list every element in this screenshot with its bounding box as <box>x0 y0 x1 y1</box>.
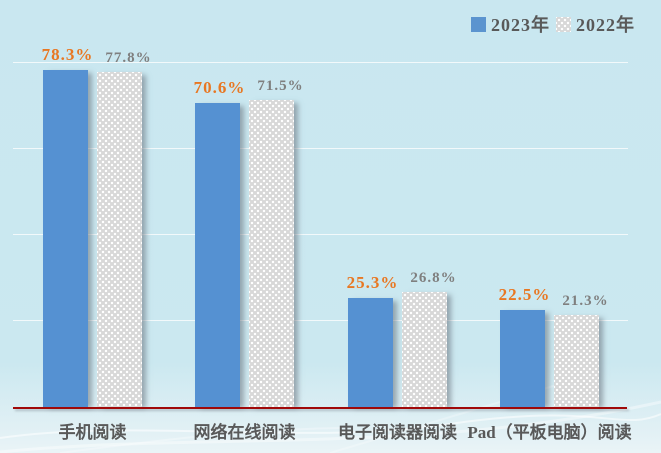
bar-2022年-网络在线阅读 <box>249 100 294 407</box>
bar-2023年-电子阅读器阅读 <box>348 298 393 407</box>
bar-2022年-Pad（平板电脑）阅读 <box>554 315 599 407</box>
gridline-80 <box>13 62 628 63</box>
value-label-2023年-网络在线阅读: 70.6% <box>193 78 246 97</box>
gridline-60 <box>13 148 628 149</box>
category-label-Pad（平板电脑）阅读: Pad（平板电脑）阅读 <box>467 423 632 442</box>
bar-2023年-手机阅读 <box>43 70 88 407</box>
bar-2022年-电子阅读器阅读 <box>402 292 447 407</box>
bar-2023年-网络在线阅读 <box>195 103 240 407</box>
legend-swatch-2023-icon <box>471 16 486 32</box>
x-axis-line <box>13 407 627 409</box>
value-label-2023年-Pad（平板电脑）阅读: 22.5% <box>498 285 551 304</box>
value-label-2023年-电子阅读器阅读: 25.3% <box>346 273 399 292</box>
gridline-40 <box>13 234 628 235</box>
value-label-2023年-手机阅读: 78.3% <box>41 45 94 64</box>
value-label-2022年-Pad（平板电脑）阅读: 21.3% <box>562 293 609 309</box>
legend-item-2022: 2022年 <box>556 11 635 37</box>
category-label-手机阅读: 手机阅读 <box>58 423 127 442</box>
gridline-20 <box>13 320 628 321</box>
legend-item-2023: 2023年 <box>471 11 550 37</box>
legend-swatch-2022-icon <box>556 16 571 32</box>
value-label-2022年-电子阅读器阅读: 26.8% <box>410 270 457 286</box>
bar-2022年-手机阅读 <box>97 72 142 407</box>
legend-label-2022: 2022年 <box>576 15 635 35</box>
value-label-2022年-网络在线阅读: 71.5% <box>257 78 304 94</box>
bar-2023年-Pad（平板电脑）阅读 <box>500 310 545 407</box>
value-label-2022年-手机阅读: 77.8% <box>105 50 152 66</box>
legend: 2023年 2022年 <box>471 11 635 37</box>
category-label-网络在线阅读: 网络在线阅读 <box>193 423 296 442</box>
legend-label-2023: 2023年 <box>491 15 550 35</box>
category-label-电子阅读器阅读: 电子阅读器阅读 <box>338 423 457 442</box>
